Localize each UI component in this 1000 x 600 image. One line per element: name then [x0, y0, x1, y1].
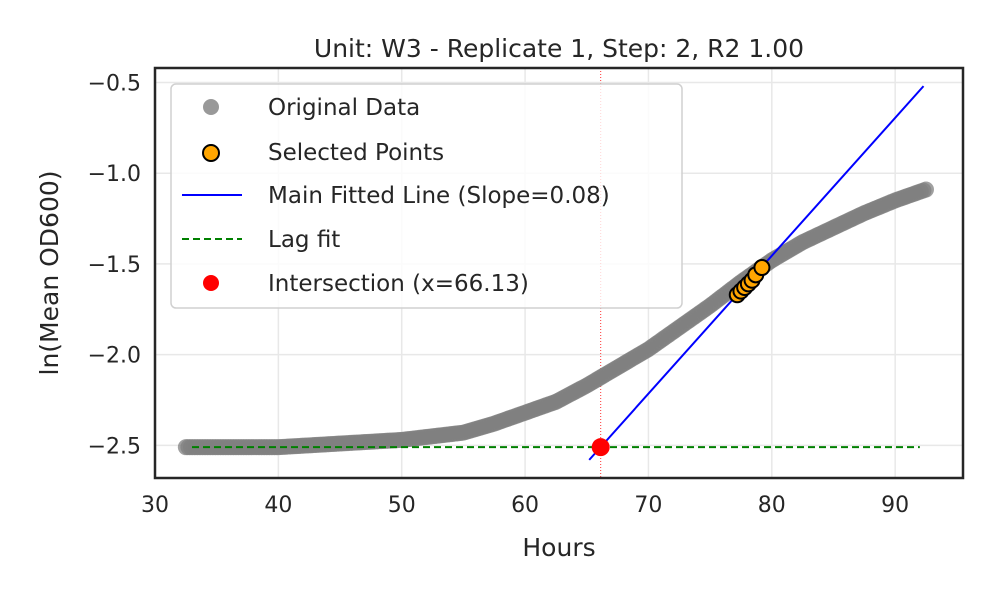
x-tick-label: 90	[881, 493, 909, 518]
original-data-series	[177, 181, 934, 456]
legend-label-main-line: Main Fitted Line (Slope=0.08)	[268, 183, 610, 209]
y-tick-label: −2.0	[88, 344, 141, 369]
legend-marker-intersection	[203, 275, 219, 291]
legend-marker-selected	[202, 144, 220, 162]
legend-label-lag: Lag fit	[268, 227, 340, 253]
y-tick-label: −1.5	[88, 253, 141, 278]
x-tick-label: 30	[141, 493, 169, 518]
chart-title: Unit: W3 - Replicate 1, Step: 2, R2 1.00	[314, 34, 804, 63]
selected-point	[753, 259, 771, 277]
ticks: 30 40 50 60 70 80 90 −2.5 −2.0 −1.5 −1.0 −0.5	[88, 72, 910, 518]
x-tick-label: 40	[264, 493, 292, 518]
y-tick-label: −0.5	[88, 72, 141, 97]
y-axis-label: ln(Mean OD600)	[35, 170, 64, 375]
x-tick-label: 60	[511, 493, 539, 518]
selected-points-series	[728, 259, 771, 304]
plot-area	[177, 68, 934, 478]
legend-marker-original	[203, 99, 219, 115]
legend-label-original: Original Data	[268, 95, 420, 121]
x-tick-label: 80	[758, 493, 786, 518]
original-data-point	[917, 181, 934, 198]
plot-frame	[153, 66, 965, 480]
x-tick-label: 50	[388, 493, 416, 518]
legend-label-intersection: Intersection (x=66.13)	[268, 271, 529, 297]
x-tick-label: 70	[634, 493, 662, 518]
intersection-point	[591, 438, 610, 457]
legend: Original Data Selected Points Main Fitte…	[170, 83, 683, 309]
y-tick-label: −2.5	[88, 434, 141, 459]
y-tick-label: −1.0	[88, 162, 141, 187]
legend-box	[170, 83, 683, 309]
x-axis-label: Hours	[522, 533, 595, 562]
legend-label-selected: Selected Points	[268, 140, 444, 166]
